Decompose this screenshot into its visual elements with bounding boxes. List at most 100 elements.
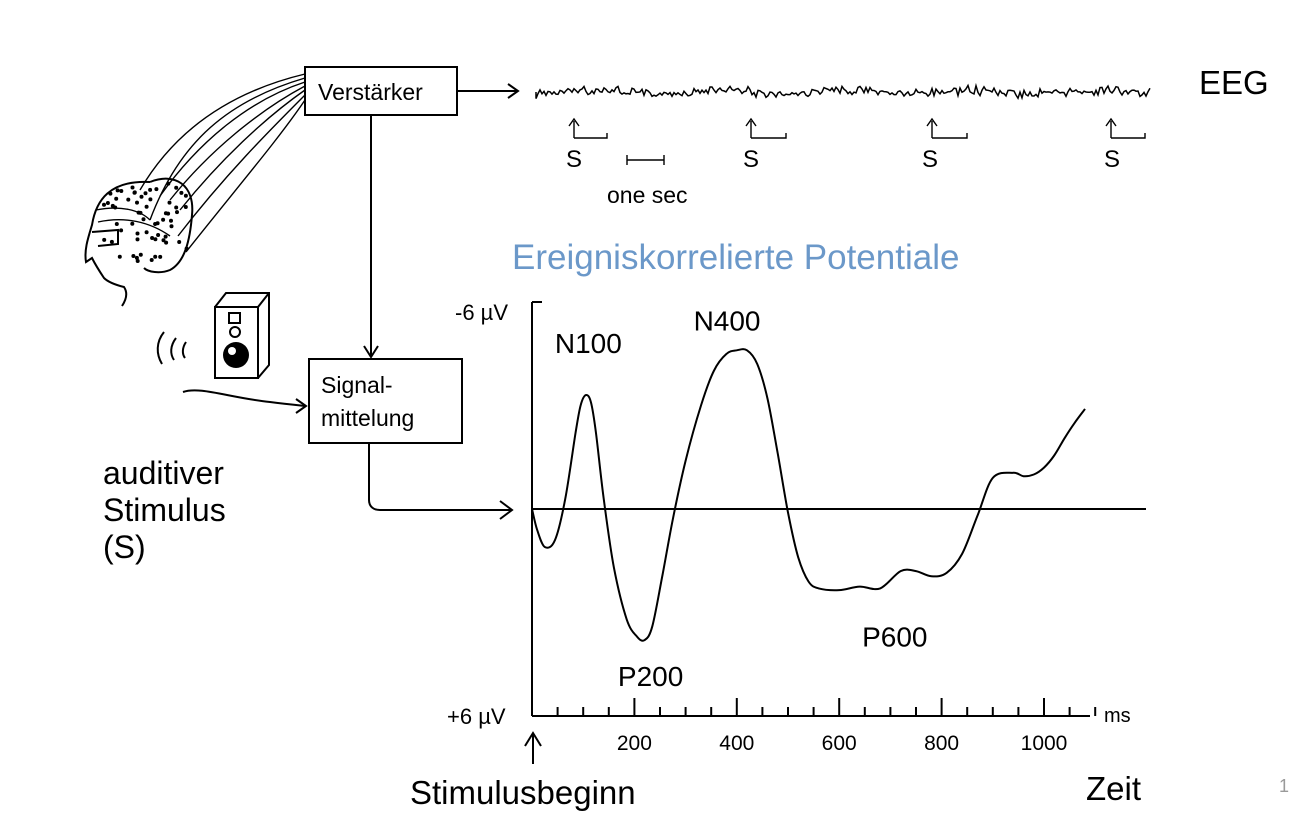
stimulus-marker-4: S <box>1104 117 1146 173</box>
electrode-dot <box>161 238 166 243</box>
stimulus-marker-1-label: S <box>566 146 582 173</box>
electrode-dot <box>183 193 188 198</box>
y-top-label: -6 µV <box>455 300 508 325</box>
electrode-dot <box>149 258 154 262</box>
averaging-to-chart-arrow <box>368 443 512 511</box>
electrode-dot <box>169 224 174 229</box>
loudspeaker-icon <box>214 292 270 379</box>
x-tick-labels: 200 400 600 800 1000 <box>617 732 1067 755</box>
slide-number: 1 <box>1279 776 1290 796</box>
stimulus-label-line-1: auditiver <box>103 455 224 491</box>
speaker-to-averaging-arrow <box>182 389 307 407</box>
onset-arrow <box>524 731 542 764</box>
electrode-dot <box>148 187 153 192</box>
electrode-dot <box>132 190 137 195</box>
electrode-dot <box>131 254 136 258</box>
electrode-dot <box>135 200 139 205</box>
one-second-scale-bar: one sec <box>607 155 688 208</box>
electrode-dot <box>167 200 172 205</box>
signal-averaging-box: Signal- mittelung <box>308 358 463 444</box>
electrode-dot <box>130 185 135 190</box>
eeg-label: EEG <box>1199 64 1269 101</box>
stimulus-marker-4-label: S <box>1104 146 1120 173</box>
electrode-dot <box>169 218 173 223</box>
electrode-dot <box>143 191 148 196</box>
time-axis-label: Zeit <box>1086 770 1142 807</box>
electrode-dot <box>117 254 122 259</box>
electrode-dot <box>166 211 171 216</box>
auditory-stimulus-label: auditiver Stimulus (S) <box>103 455 226 566</box>
electrode-dot <box>102 237 107 242</box>
stimulus-label-line-2: Stimulus <box>103 492 226 528</box>
x-tick-label: 600 <box>822 732 857 755</box>
electrode-dot <box>158 254 163 259</box>
electrode-dot <box>110 203 115 208</box>
stimulus-onset-label: Stimulusbeginn <box>410 774 636 811</box>
electrode-dot <box>135 259 140 263</box>
electrode-dot <box>134 255 139 260</box>
electrode-dot <box>163 234 168 239</box>
erp-waveform <box>531 348 1086 642</box>
x-tick-label: 1000 <box>1021 732 1068 755</box>
electrode-dot <box>105 201 110 205</box>
electrode-dot <box>153 237 158 242</box>
x-tick-label: 800 <box>924 732 959 755</box>
peak-labels: N100 P200 N400 P600 <box>555 305 928 692</box>
erp-chart: 200 400 600 800 1000 -6 µV +6 µV ms N100 P200… <box>447 300 1146 764</box>
amplifier-box: Verstärker <box>304 66 458 116</box>
electrode-dot <box>135 237 140 242</box>
electrode-dot <box>109 239 114 244</box>
electrode-dot <box>119 189 124 193</box>
x-unit-label: ms <box>1104 705 1131 727</box>
electrode-dot <box>126 197 131 202</box>
raw-eeg-trace <box>535 82 1151 101</box>
electrode-dot <box>161 217 166 222</box>
electrode-dot <box>175 210 179 215</box>
head-with-electrode-cap-icon <box>84 73 306 307</box>
electrode-dot <box>108 191 113 196</box>
electrode-dot <box>138 252 143 257</box>
electrode-dot <box>174 185 179 190</box>
electrode-dot <box>164 240 169 245</box>
electrode-dot <box>179 190 184 195</box>
electrode-dot <box>114 222 119 226</box>
stimulus-marker-3-label: S <box>922 146 938 173</box>
electrode-dot <box>135 231 140 236</box>
x-tick-label: 400 <box>719 732 754 755</box>
peak-label-n400: N400 <box>694 305 761 336</box>
electrode-dot <box>144 230 149 235</box>
stimulus-marker-2: S <box>743 117 787 173</box>
electrode-dot <box>154 187 159 192</box>
electrode-dot <box>139 194 144 199</box>
y-bottom-label: +6 µV <box>447 704 506 729</box>
electrode-dot <box>144 204 149 209</box>
stimulus-markers: S S S S <box>566 117 1146 173</box>
peak-label-n100: N100 <box>555 328 622 359</box>
sound-waves-icon <box>156 331 187 365</box>
electrode-dot <box>114 196 119 201</box>
electrode-dot <box>148 197 153 202</box>
electrode-dot <box>174 205 179 210</box>
x-ticks <box>556 698 1097 716</box>
peak-label-p600: P600 <box>862 621 927 652</box>
electrode-dot <box>153 254 158 259</box>
averaging-label-1: Signal- <box>321 372 393 398</box>
electrode-dot <box>177 240 182 244</box>
x-tick-label: 200 <box>617 732 652 755</box>
peak-label-p200: P200 <box>618 661 683 692</box>
electrode-dot <box>153 222 158 226</box>
stimulus-label-line-3: (S) <box>103 529 146 565</box>
stimulus-marker-1: S <box>566 117 608 173</box>
averaging-label-2: mittelung <box>321 405 414 431</box>
electrode-dot <box>183 205 188 209</box>
stimulus-marker-2-label: S <box>743 146 759 173</box>
electrode-dot <box>115 188 120 193</box>
electrode-dot <box>102 202 106 207</box>
stimulus-marker-3: S <box>922 117 968 173</box>
electrode-dot <box>156 233 161 237</box>
diagram-title: Ereigniskorrelierte Potentiale <box>512 238 960 277</box>
electrode-dot <box>141 217 146 222</box>
electrode-dot <box>136 210 141 215</box>
electrode-dot <box>119 228 124 233</box>
